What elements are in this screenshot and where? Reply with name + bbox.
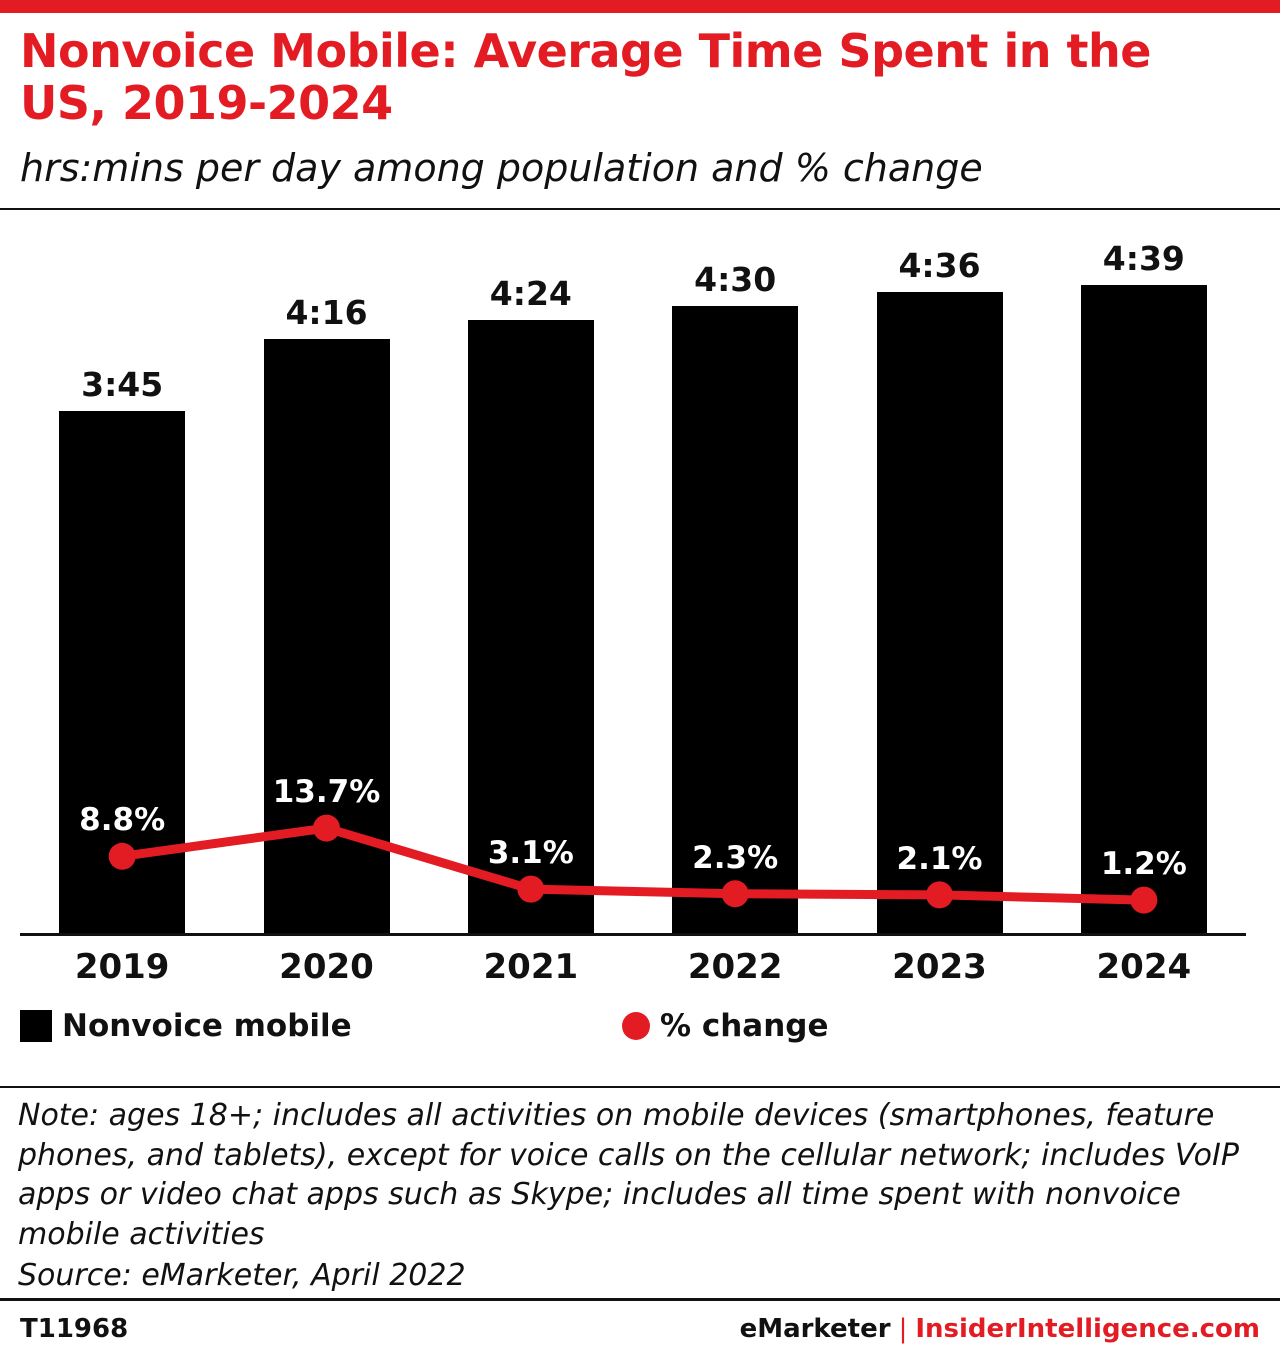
x-axis-label-2020: 2020 bbox=[279, 947, 374, 987]
top-accent-bar bbox=[0, 0, 1280, 13]
pct-change-point-2021 bbox=[517, 875, 545, 903]
legend-square-swatch-icon bbox=[20, 1010, 52, 1042]
legend-item-pct-change: % change bbox=[622, 1008, 829, 1044]
pct-change-point-2019 bbox=[108, 842, 136, 870]
pct-change-label-2022: 2.3% bbox=[692, 839, 779, 876]
legend-label-nonvoice-mobile: Nonvoice mobile bbox=[62, 1008, 352, 1044]
footer: T11968 eMarketer | InsiderIntelligence.com bbox=[20, 1314, 1260, 1354]
pct-change-point-2020 bbox=[313, 814, 340, 842]
bar-value-label-2022: 4:30 bbox=[694, 259, 777, 299]
chart-subtitle: hrs:mins per day among population and % … bbox=[20, 146, 983, 190]
x-axis-label-2023: 2023 bbox=[892, 947, 987, 987]
pct-change-label-2021: 3.1% bbox=[487, 835, 574, 872]
pct-change-label-2023: 2.1% bbox=[896, 840, 983, 877]
pct-change-point-2024 bbox=[1130, 886, 1158, 914]
note-block: Note: ages 18+; includes all activities … bbox=[18, 1096, 1264, 1296]
bar-value-label-2019: 3:45 bbox=[81, 364, 164, 404]
bar-2023 bbox=[876, 291, 1003, 935]
pct-change-line bbox=[117, 823, 1149, 905]
pct-change-label-2019: 8.8% bbox=[79, 802, 166, 839]
bar-value-label-2024: 4:39 bbox=[1102, 238, 1185, 278]
x-axis-label-2021: 2021 bbox=[483, 947, 579, 987]
x-axis-label-2022: 2022 bbox=[687, 947, 783, 987]
divider-note bbox=[0, 1086, 1280, 1088]
note-text: Note: ages 18+; includes all activities … bbox=[18, 1098, 1239, 1252]
footer-site-link[interactable]: InsiderIntelligence.com bbox=[915, 1314, 1260, 1344]
pct-change-label-2024: 1.2% bbox=[1100, 846, 1187, 883]
pct-change-label-2020: 13.7% bbox=[272, 774, 381, 811]
bar-2022 bbox=[672, 305, 799, 935]
bar-value-label-2023: 4:36 bbox=[898, 245, 981, 285]
legend-label-pct-change: % change bbox=[660, 1008, 829, 1044]
bar-2021 bbox=[467, 319, 594, 935]
bar-value-label-2021: 4:24 bbox=[489, 273, 572, 313]
pct-change-point-2022 bbox=[721, 880, 749, 908]
bar-2024 bbox=[1080, 284, 1207, 935]
legend-item-nonvoice-mobile: Nonvoice mobile bbox=[20, 1008, 352, 1044]
divider-footer bbox=[0, 1298, 1280, 1301]
footer-branding: eMarketer | InsiderIntelligence.com bbox=[740, 1314, 1260, 1344]
legend-circle-swatch-icon bbox=[622, 1012, 650, 1040]
divider-top bbox=[0, 208, 1280, 210]
footer-separator: | bbox=[898, 1314, 908, 1344]
footer-brand-emarketer: eMarketer bbox=[739, 1314, 891, 1344]
chart-plot-area: 3:45 2019 8.8% 4:16 2020 13.7% 4:24 2021 3.1% 4:3… bbox=[0, 220, 1280, 990]
legend: Nonvoice mobile % change bbox=[0, 1008, 1280, 1052]
footer-chart-id: T11968 bbox=[20, 1314, 129, 1344]
bar-value-label-2020: 4:16 bbox=[285, 292, 368, 332]
x-axis-label-2024: 2024 bbox=[1096, 947, 1192, 987]
x-axis-label-2019: 2019 bbox=[74, 947, 170, 987]
chart-title: Nonvoice Mobile: Average Time Spent in t… bbox=[20, 24, 1151, 130]
source-text: Source: eMarketer, April 2022 bbox=[18, 1258, 466, 1294]
x-axis-line bbox=[20, 933, 1246, 936]
pct-change-line-layer bbox=[108, 814, 1158, 914]
pct-change-point-2023 bbox=[926, 881, 953, 909]
